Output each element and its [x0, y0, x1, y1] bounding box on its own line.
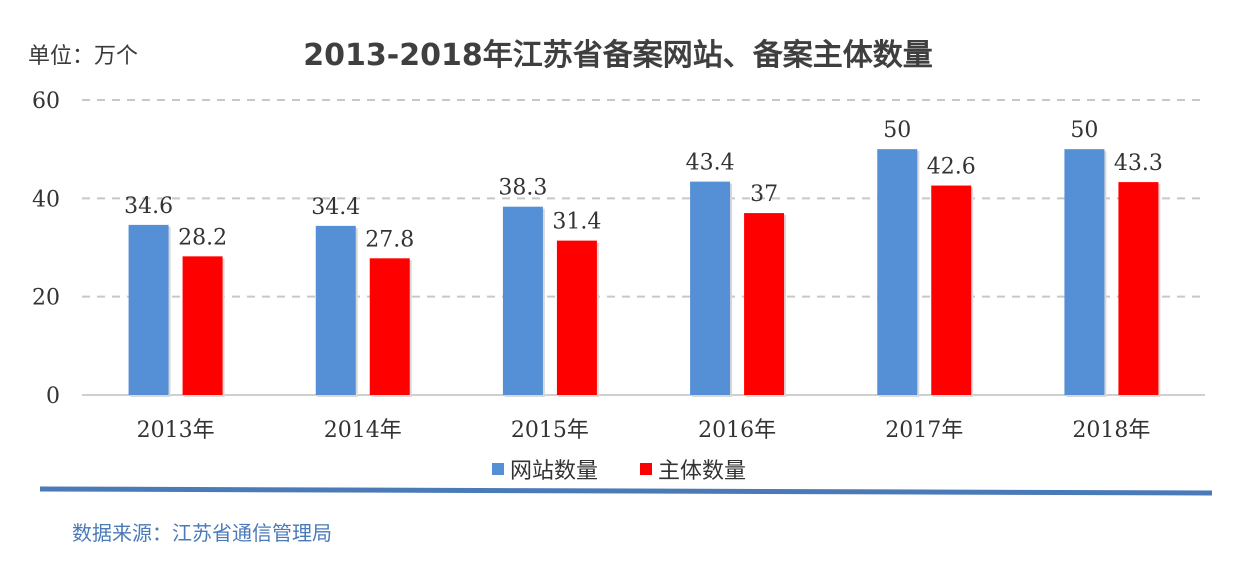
- separator-rule: [39, 486, 1213, 496]
- bar-website: [877, 149, 918, 395]
- data-label: 31.4: [552, 210, 601, 235]
- bar-website: [1064, 149, 1105, 395]
- bar-entity: [369, 258, 410, 395]
- data-label: 34.6: [124, 194, 173, 219]
- data-label: 50: [883, 118, 911, 143]
- bar-website: [128, 224, 169, 395]
- unit-label: 单位：万个: [28, 44, 138, 69]
- grid-lines: [82, 99, 1205, 396]
- data-label: 28.2: [178, 225, 227, 250]
- bar-entity: [744, 213, 785, 395]
- data-label: 34.4: [311, 195, 360, 220]
- data-label: 38.3: [498, 176, 547, 201]
- legend-label: 主体数量: [658, 459, 746, 484]
- x-tick-label: 2017年: [885, 418, 963, 443]
- legend-swatch: [492, 463, 504, 475]
- bar-website: [690, 181, 731, 395]
- data-label: 43.3: [1114, 151, 1163, 176]
- bar-entity: [931, 185, 972, 395]
- y-tick-label: 0: [46, 384, 60, 409]
- bar-website: [315, 225, 356, 395]
- y-tick-label: 40: [32, 187, 60, 212]
- legend-swatch: [640, 463, 652, 475]
- legend: 网站数量 主体数量: [492, 459, 746, 484]
- bar-entity: [556, 240, 597, 395]
- x-tick-label: 2013年: [137, 418, 215, 443]
- bar-website: [502, 206, 543, 395]
- data-label: 37: [750, 182, 778, 207]
- chart-title: 2013-2018年江苏省备案网站、备案主体数量: [303, 38, 932, 73]
- data-label: 27.8: [365, 227, 414, 252]
- data-label: 50: [1070, 118, 1098, 143]
- x-axis-labels: 2013年 2014年 2015年 2016年 2017年 2018年: [137, 418, 1151, 443]
- y-tick-label: 60: [32, 89, 60, 114]
- bars: [128, 149, 1161, 397]
- bar-entity: [1118, 182, 1159, 395]
- bar-entity: [182, 256, 223, 395]
- y-tick-label: 20: [32, 286, 60, 311]
- data-labels: 34.628.2 34.427.8 38.331.4 43.4 37 50 42.6 50 43…: [124, 118, 1163, 252]
- source-note: 数据来源：江苏省通信管理局: [72, 521, 332, 545]
- x-tick-label: 2015年: [511, 418, 589, 443]
- data-label: 42.6: [927, 155, 976, 180]
- y-axis-ticks: 0 20 40 60: [32, 89, 60, 409]
- x-tick-label: 2014年: [324, 418, 402, 443]
- x-tick-label: 2016年: [698, 418, 776, 443]
- legend-label: 网站数量: [510, 459, 598, 484]
- data-label: 43.4: [686, 151, 735, 176]
- x-tick-label: 2018年: [1072, 418, 1150, 443]
